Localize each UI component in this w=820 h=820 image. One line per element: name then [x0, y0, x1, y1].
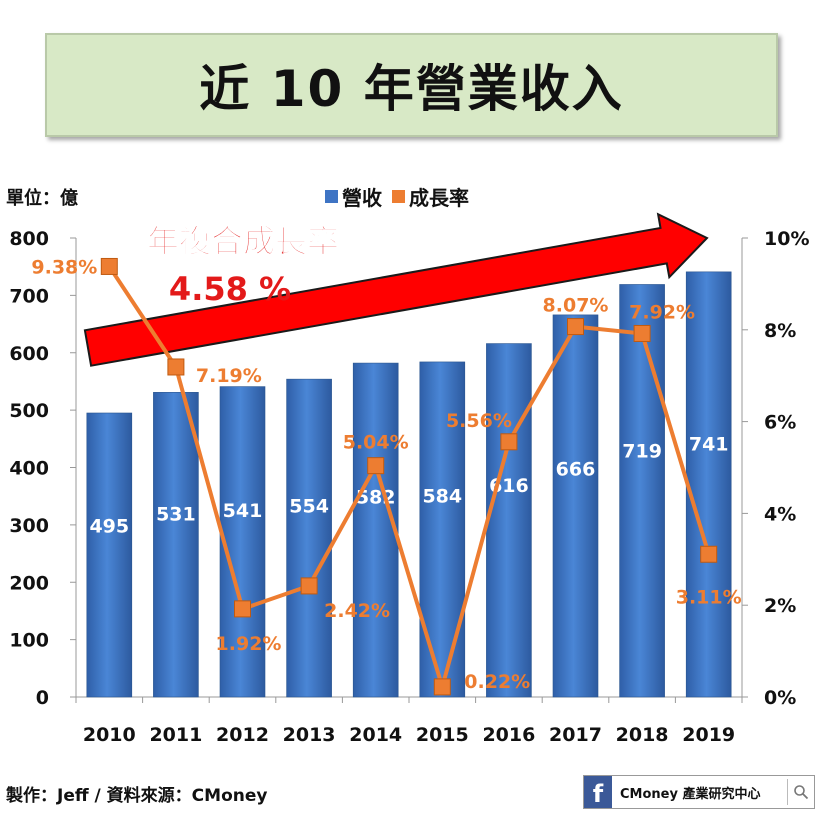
- x-tick-label: 2019: [682, 724, 735, 746]
- growth-data-label: 1.92%: [216, 633, 282, 655]
- x-tick-label: 2014: [349, 724, 402, 746]
- legend-growth-label: 成長率: [409, 186, 469, 210]
- revenue-bar: [153, 392, 199, 698]
- growth-data-label: 0.22%: [464, 671, 530, 693]
- revenue-data-label: 666: [556, 458, 596, 480]
- growth-data-label: 2.42%: [324, 600, 390, 622]
- legend-revenue-swatch: [325, 190, 338, 203]
- left-tick-label: 100: [9, 630, 49, 652]
- x-tick-label: 2016: [482, 724, 535, 746]
- growth-marker: [367, 457, 385, 475]
- growth-data-label: 9.38%: [31, 256, 97, 278]
- left-tick-label: 700: [9, 285, 49, 307]
- growth-data-label: 5.56%: [446, 410, 512, 432]
- left-tick-label: 400: [9, 458, 49, 480]
- growth-marker: [100, 257, 118, 275]
- unit-label: 單位：億: [6, 188, 78, 209]
- growth-marker: [500, 433, 518, 451]
- revenue-bar: [486, 343, 532, 698]
- revenue-bar: [219, 386, 266, 698]
- search-icon[interactable]: [787, 779, 814, 805]
- x-tick-label: 2018: [616, 724, 669, 746]
- revenue-bar: [352, 362, 399, 698]
- revenue-data-label: 616: [489, 475, 529, 497]
- revenue-data-label: 582: [356, 486, 396, 508]
- growth-marker: [167, 358, 185, 376]
- growth-data-label: 7.19%: [196, 365, 262, 387]
- left-tick-label: 600: [9, 343, 49, 365]
- growth-data-label: 3.11%: [676, 586, 742, 608]
- left-tick-label: 300: [9, 515, 49, 537]
- facebook-icon: f: [584, 776, 612, 808]
- revenue-data-label: 531: [156, 503, 196, 525]
- legend-growth-swatch: [392, 190, 405, 203]
- footer-credit: 製作：Jeff / 資料來源：CMoney: [6, 786, 268, 806]
- growth-data-label: 7.92%: [629, 301, 695, 323]
- revenue-data-label: 554: [289, 496, 329, 518]
- revenue-bar: [286, 378, 332, 698]
- left-tick-label: 800: [9, 228, 49, 250]
- legend-revenue-label: 營收: [342, 186, 382, 210]
- revenue-bar: [619, 284, 665, 698]
- right-tick-label: 2%: [764, 595, 796, 617]
- title-banner: 近 10 年營業收入: [45, 33, 778, 137]
- revenue-bar: [552, 314, 599, 698]
- x-tick-label: 2017: [549, 724, 602, 746]
- growth-line: [107, 265, 711, 695]
- revenue-data-label: 541: [223, 500, 263, 522]
- cmoney-badge[interactable]: f CMoney 產業研究中心: [583, 775, 815, 809]
- left-tick-label: 500: [9, 400, 49, 422]
- x-tick-label: 2010: [83, 724, 136, 746]
- revenue-data-label: 584: [422, 486, 462, 508]
- right-tick-label: 8%: [764, 320, 796, 342]
- right-tick-label: 0%: [764, 687, 796, 709]
- growth-marker: [567, 318, 584, 336]
- growth-marker: [300, 577, 318, 595]
- revenue-data-label: 495: [89, 515, 129, 537]
- left-tick-label: 200: [9, 572, 49, 594]
- chart-title: 近 10 年營業收入: [199, 60, 624, 118]
- growth-data-label: 5.04%: [343, 432, 409, 454]
- left-tick-label: 0: [36, 687, 49, 709]
- x-tick-label: 2015: [416, 724, 469, 746]
- growth-marker: [234, 600, 251, 618]
- cagr-value: 4.58 %: [169, 270, 291, 308]
- x-tick-label: 2011: [149, 724, 202, 746]
- growth-marker: [633, 324, 651, 342]
- right-tick-label: 6%: [764, 412, 796, 434]
- revenue-bar: [419, 361, 466, 698]
- right-tick-label: 4%: [764, 503, 796, 525]
- badge-text: CMoney 產業研究中心: [620, 786, 761, 802]
- revenue-bar: [86, 412, 133, 698]
- growth-marker: [433, 678, 451, 696]
- legend: 營收 成長率: [325, 182, 469, 211]
- x-tick-label: 2012: [216, 724, 269, 746]
- trend-arrow: [83, 212, 709, 367]
- growth-data-label: 8.07%: [543, 295, 609, 317]
- growth-marker: [700, 545, 718, 563]
- revenue-data-label: 741: [689, 433, 729, 455]
- revenue-data-label: 719: [622, 441, 662, 463]
- cagr-title: 年複合成長率: [147, 222, 339, 260]
- x-tick-label: 2013: [283, 724, 336, 746]
- revenue-bar: [685, 271, 732, 698]
- right-tick-label: 10%: [764, 228, 809, 250]
